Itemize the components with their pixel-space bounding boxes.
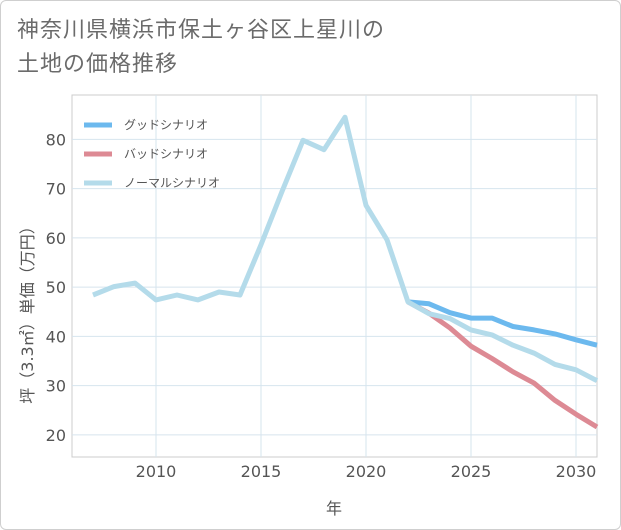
x-tick-label: 2020	[346, 462, 387, 481]
x-axis-label: 年	[326, 499, 342, 518]
x-tick-label: 2025	[451, 462, 492, 481]
legend-label-0: グッドシナリオ	[124, 118, 208, 132]
series-line-2	[92, 114, 599, 383]
chart-title: 神奈川県横浜市保土ヶ谷区上星川の 土地の価格推移	[17, 14, 577, 82]
x-tick-label: 2015	[241, 462, 282, 481]
series-group	[92, 114, 599, 430]
x-tick-label: 2010	[136, 462, 177, 481]
y-tick-label: 30	[46, 377, 66, 396]
series-line-0	[407, 299, 598, 348]
y-tick-label: 50	[46, 278, 66, 297]
plot-area	[71, 94, 598, 458]
legend-label-2: ノーマルシナリオ	[124, 176, 220, 190]
y-tick-label: 40	[46, 327, 66, 346]
legend-label-1: バッドシナリオ	[124, 147, 208, 161]
x-tick-label: 2030	[556, 462, 597, 481]
series-line-1	[406, 299, 599, 430]
y-tick-label: 60	[46, 229, 66, 248]
y-tick-label: 80	[46, 130, 66, 149]
chart-title-line2: 土地の価格推移	[17, 52, 179, 77]
y-axis-label: 坪（3.3㎡）単価（万円）	[18, 218, 37, 403]
y-tick-label: 20	[46, 426, 66, 445]
y-tick-labels: 20 30 40 50 60 70 80	[46, 130, 66, 445]
y-tick-label: 70	[46, 180, 66, 199]
x-tick-labels: 2010 2015 2020 2025 2030	[136, 462, 597, 481]
chart-title-line1: 神奈川県横浜市保土ヶ谷区上星川の	[17, 18, 386, 43]
grid-lines	[72, 95, 597, 457]
